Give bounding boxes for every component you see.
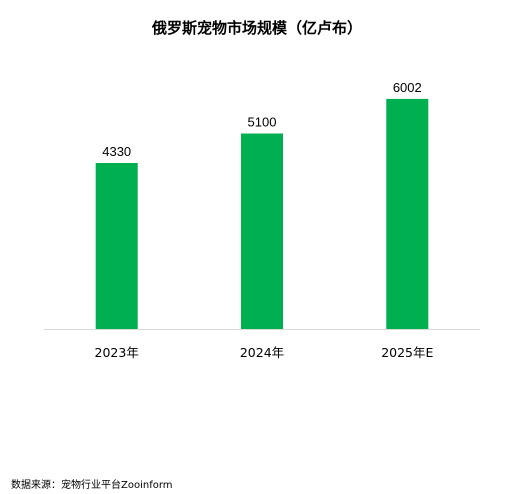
bar-0	[95, 163, 138, 329]
value-labels-group: 4330 5100 6002	[102, 80, 422, 159]
data-label-0: 4330	[102, 144, 131, 159]
data-label-1: 5100	[248, 115, 277, 130]
x-tick-label-0: 2023年	[95, 345, 139, 360]
source-note: 数据来源：宠物行业平台Zooinform	[11, 480, 173, 491]
bar-1	[241, 133, 283, 329]
chart-title: 俄罗斯宠物市场规模（亿卢布）	[151, 19, 362, 37]
x-tick-label-2: 2025年E	[381, 345, 433, 360]
bars-group	[95, 98, 429, 330]
x-tick-labels-group: 2023年 2024年 2025年E	[95, 345, 434, 360]
bar-2	[386, 98, 429, 330]
x-tick-label-1: 2024年	[240, 345, 284, 360]
data-label-2: 6002	[393, 80, 422, 95]
